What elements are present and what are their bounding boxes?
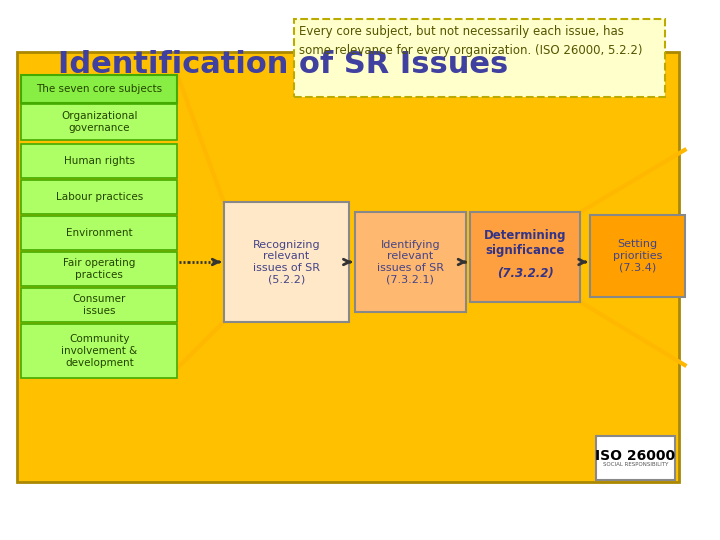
Text: Recognizing
relevant
issues of SR
(5.2.2): Recognizing relevant issues of SR (5.2.2… (253, 240, 320, 285)
Text: Human rights: Human rights (64, 156, 135, 166)
Text: ISO 26000: ISO 26000 (595, 449, 675, 463)
Bar (596, 436, 675, 480)
Text: Fair operating
practices: Fair operating practices (63, 258, 135, 280)
Bar (355, 212, 466, 312)
Bar (17, 52, 679, 482)
Text: SOCIAL RESPONSIBILITY: SOCIAL RESPONSIBILITY (603, 462, 668, 467)
Bar (21, 252, 177, 286)
Text: Environment: Environment (66, 228, 132, 238)
Text: Organizational
governance: Organizational governance (61, 111, 138, 133)
Bar (590, 215, 685, 297)
Bar (21, 180, 177, 214)
Text: The seven core subjects: The seven core subjects (36, 84, 163, 94)
Text: Community
involvement &
development: Community involvement & development (61, 334, 138, 368)
Text: (7.3.2.2): (7.3.2.2) (497, 267, 554, 280)
Text: Identification of SR Issues: Identification of SR Issues (58, 50, 508, 79)
Text: Every core subject, but not necessarily each issue, has
some relevance for every: Every core subject, but not necessarily … (299, 25, 642, 57)
Bar (224, 202, 349, 322)
Bar (21, 216, 177, 250)
Bar (21, 104, 177, 140)
Bar (21, 288, 177, 322)
Text: Setting
priorities
(7.3.4): Setting priorities (7.3.4) (613, 239, 662, 273)
Bar (21, 144, 177, 178)
Text: Consumer
issues: Consumer issues (73, 294, 126, 316)
Bar (21, 324, 177, 378)
Bar (469, 212, 580, 302)
Text: Labour practices: Labour practices (55, 192, 143, 202)
Text: Identifying
relevant
issues of SR
(7.3.2.1): Identifying relevant issues of SR (7.3.2… (377, 240, 444, 285)
Text: Determining
significance: Determining significance (484, 229, 566, 257)
Bar (294, 19, 665, 97)
Bar (21, 75, 177, 103)
